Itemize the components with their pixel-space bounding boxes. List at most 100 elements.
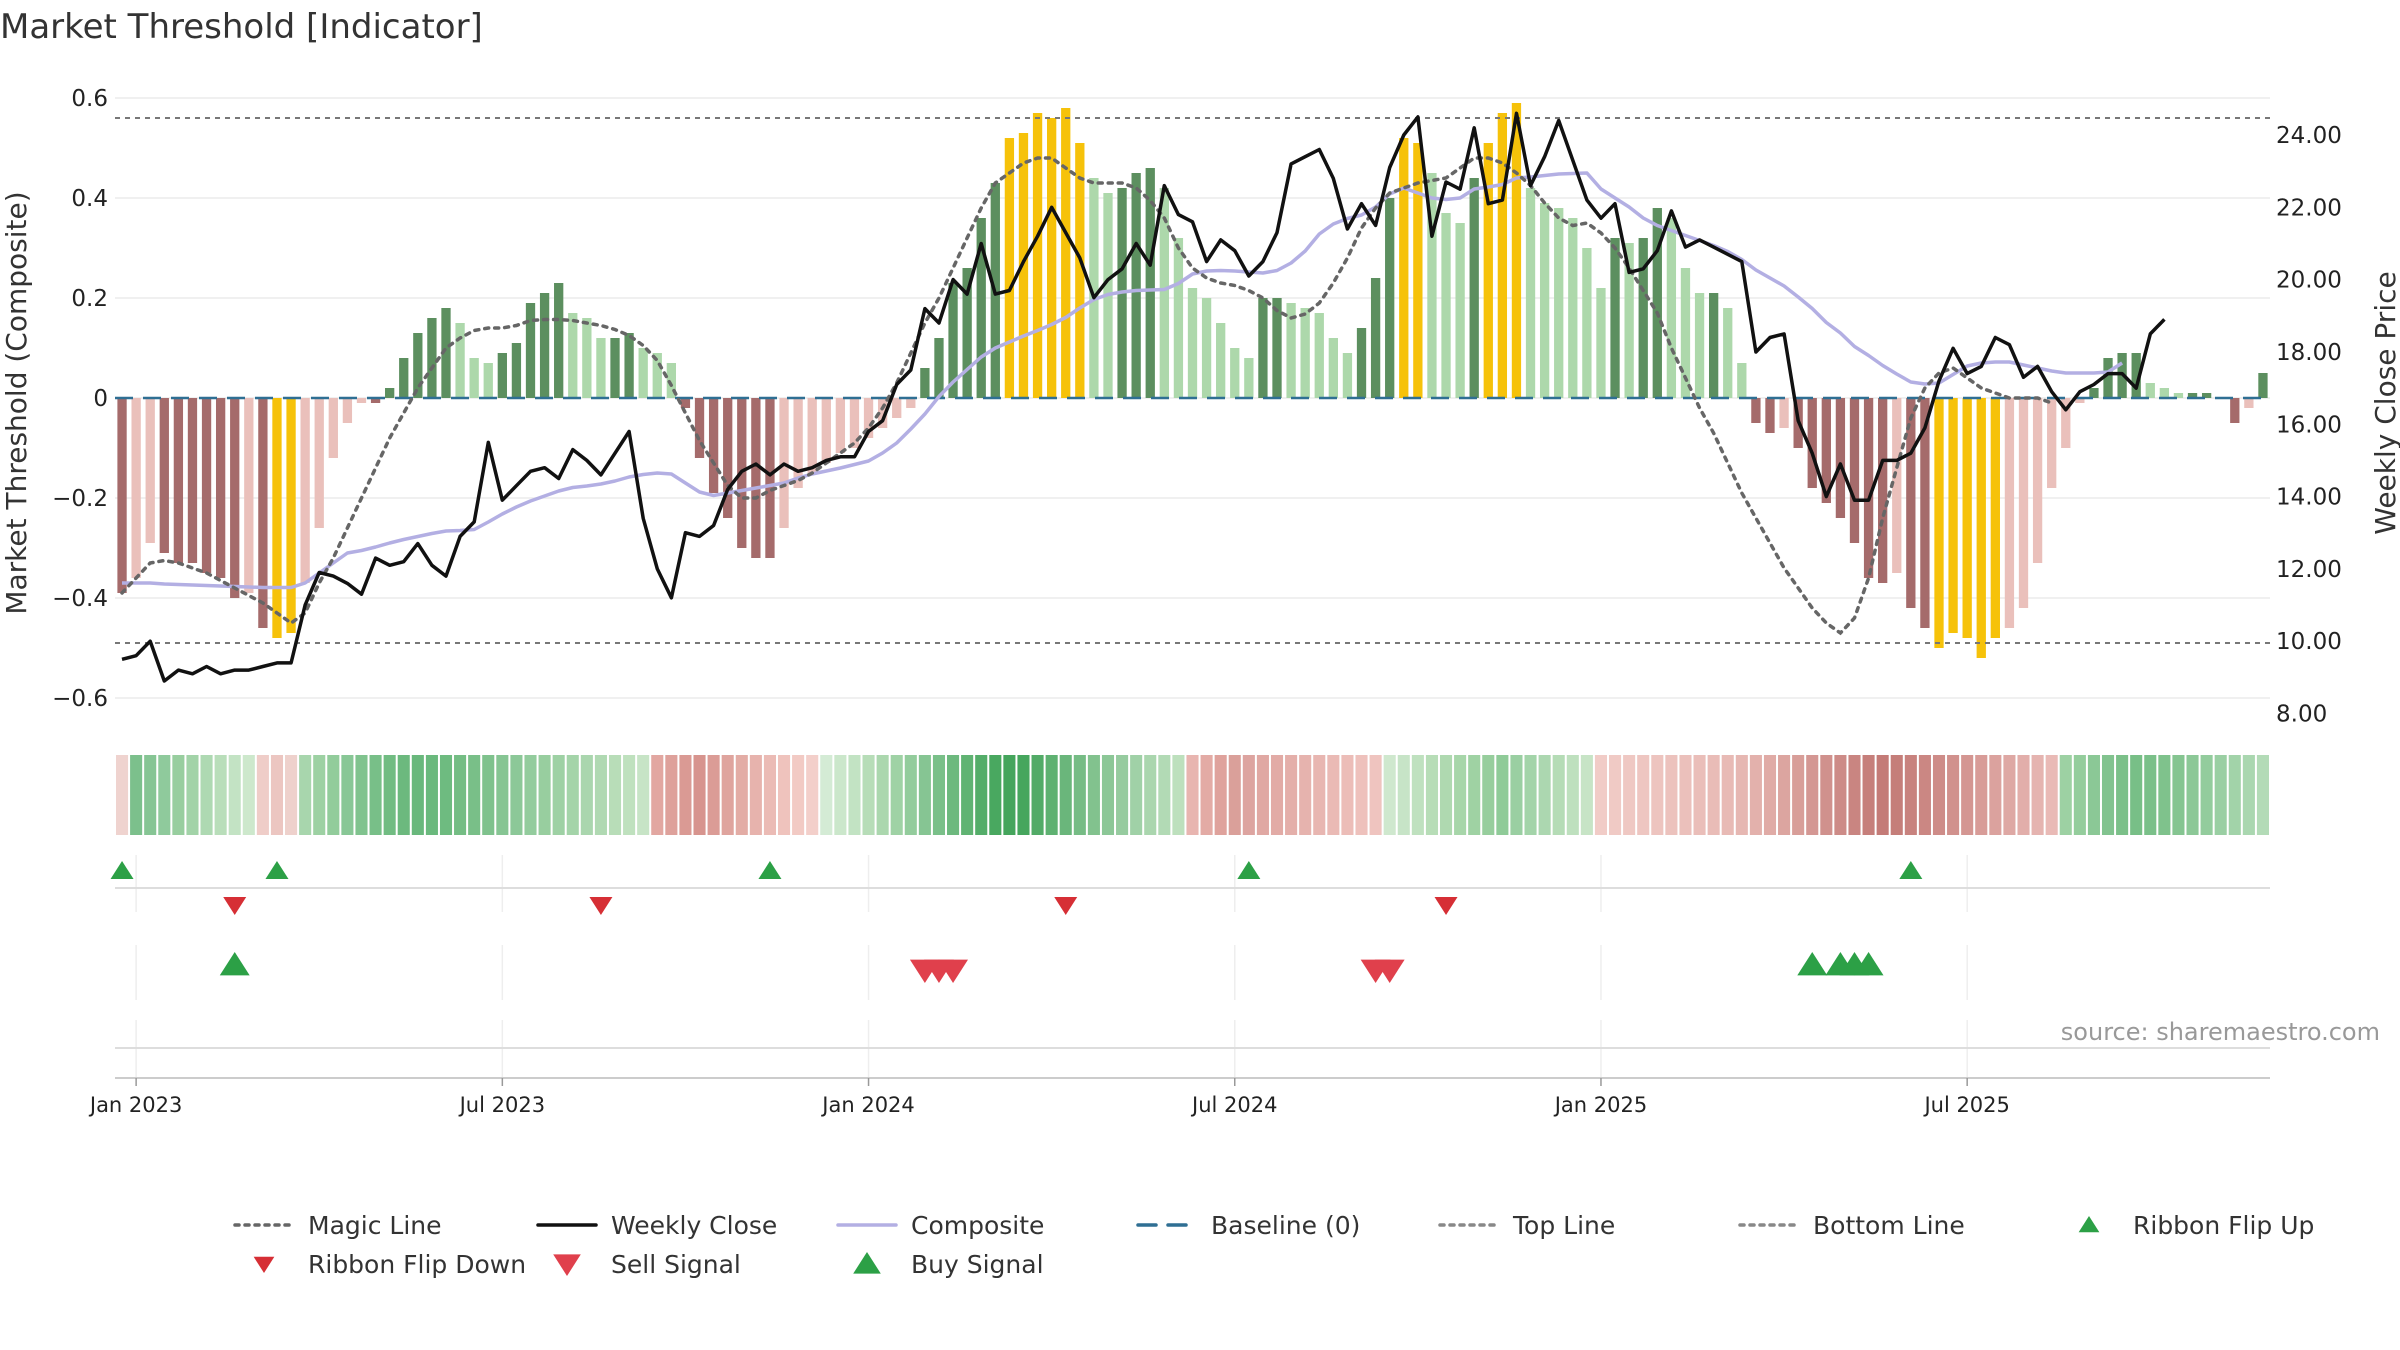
composite-bar <box>2230 398 2240 423</box>
ribbon-cell <box>1059 755 1072 835</box>
composite-bar <box>892 398 902 418</box>
composite-bar <box>1342 353 1353 398</box>
composite-bar <box>1201 298 1212 398</box>
composite-bar <box>1906 398 1916 608</box>
ribbon-cell <box>890 755 903 835</box>
ribbon-cell <box>2059 755 2072 835</box>
y-right-tick-label: 12.00 <box>2276 557 2342 583</box>
y-left-tick-label: 0.4 <box>71 186 108 212</box>
composite-bar <box>1004 138 1015 398</box>
composite-bar <box>1286 303 1296 398</box>
composite-bar <box>765 398 775 558</box>
composite-bar <box>610 338 620 398</box>
ribbon-cell <box>763 755 776 835</box>
ribbon-cell <box>651 755 664 835</box>
ribbon-cell <box>1327 755 1340 835</box>
composite-bar <box>596 338 606 398</box>
ribbon-cell <box>2003 755 2016 835</box>
ribbon-cell <box>1031 755 1044 835</box>
composite-bar <box>1723 308 1733 398</box>
ribbon-cell <box>2256 755 2269 835</box>
composite-bar <box>525 303 536 398</box>
source-label: source: sharemaestro.com <box>2061 1018 2380 1046</box>
composite-bar <box>849 398 860 448</box>
ribbon-flip-down-marker <box>1054 897 1078 915</box>
chart-title: Market Threshold [Indicator] <box>0 7 483 47</box>
composite-bar <box>1159 188 1169 398</box>
ribbon-cell <box>1411 755 1424 835</box>
ribbon-cell <box>1341 755 1354 835</box>
composite-bar <box>2018 398 2029 608</box>
composite-bar <box>1272 298 1282 398</box>
ribbon-cell <box>2031 755 2044 835</box>
legend-label: Ribbon Flip Up <box>2133 1211 2314 1240</box>
ribbon-cell <box>383 755 396 835</box>
composite-bar <box>1441 213 1451 398</box>
composite-bar <box>1244 358 1254 398</box>
ribbon-cell <box>2186 755 2199 835</box>
composite-bar <box>1737 363 1747 398</box>
ribbon-cell <box>242 755 255 835</box>
composite-bar <box>1483 143 1493 398</box>
legend-label: Baseline (0) <box>1211 1211 1360 1240</box>
y-left-tick-label: −0.4 <box>52 586 108 612</box>
composite-bar <box>1680 268 1691 398</box>
ribbon-cell <box>1693 755 1706 835</box>
x-tick-label: Jul 2025 <box>1922 1093 2009 1117</box>
ribbon-cell <box>454 755 467 835</box>
ribbon-cell <box>158 755 171 835</box>
composite-bar <box>314 398 324 528</box>
composite-bar <box>370 398 381 403</box>
composite-bar <box>1948 398 1958 633</box>
composite-bar <box>1666 218 1677 398</box>
composite-bar <box>976 218 986 398</box>
ribbon-cell <box>468 755 481 835</box>
ribbon-cell <box>2228 755 2241 835</box>
axes: 0.6 0.4 0.2 0 −0.2 −0.4 −0.6 24.00 22.00 20.00 18.… <box>52 86 2342 728</box>
ribbon-cell <box>411 755 424 835</box>
ribbon-cell <box>1228 755 1241 835</box>
composite-bar <box>1047 118 1057 398</box>
ribbon-cell <box>2144 755 2157 835</box>
ribbon-cell <box>1130 755 1143 835</box>
composite-bar <box>1568 218 1578 398</box>
composite-bar <box>1708 293 1719 398</box>
ribbon-cell <box>2045 755 2058 835</box>
composite-bar <box>2061 398 2071 448</box>
composite-bar <box>455 323 465 398</box>
composite-bar <box>173 398 184 563</box>
y-right-tick-label: 18.00 <box>2276 340 2342 366</box>
ribbon-cell <box>1158 755 1171 835</box>
composite-bar <box>638 348 648 398</box>
composite-bar <box>906 398 916 408</box>
ribbon-cell <box>637 755 650 835</box>
composite-bar <box>1990 398 2000 638</box>
composite-bar <box>807 398 817 473</box>
ribbon-cell <box>834 755 847 835</box>
ribbon-cell <box>1299 755 1312 835</box>
ribbon-cell <box>1792 755 1805 835</box>
ribbon-cell <box>285 755 298 835</box>
y-left-tick-label: 0 <box>93 386 108 412</box>
magic-line <box>120 156 2054 636</box>
ribbon-cell <box>1172 755 1185 835</box>
composite-bar <box>1962 398 1972 638</box>
ribbon-cell <box>1918 755 1931 835</box>
composite-bar <box>1582 248 1592 398</box>
legend-label: Weekly Close <box>611 1211 777 1240</box>
ribbon-cell <box>1397 755 1410 835</box>
composite-bar <box>1469 178 1479 398</box>
composite-bar <box>145 398 155 543</box>
series-lines <box>120 111 2166 683</box>
composite-bar <box>2004 398 2015 628</box>
ribbon-cell <box>1270 755 1284 835</box>
ribbon-cell <box>299 755 312 835</box>
ribbon-cell <box>1242 755 1255 835</box>
ribbon-cell <box>1510 755 1523 835</box>
ribbon-strip <box>116 755 2269 835</box>
ribbon-cell <box>186 755 199 835</box>
composite-bar <box>399 358 409 398</box>
composite-bar <box>1370 278 1381 398</box>
composite-bar <box>1230 348 1240 398</box>
ribbon-cell <box>355 755 368 835</box>
